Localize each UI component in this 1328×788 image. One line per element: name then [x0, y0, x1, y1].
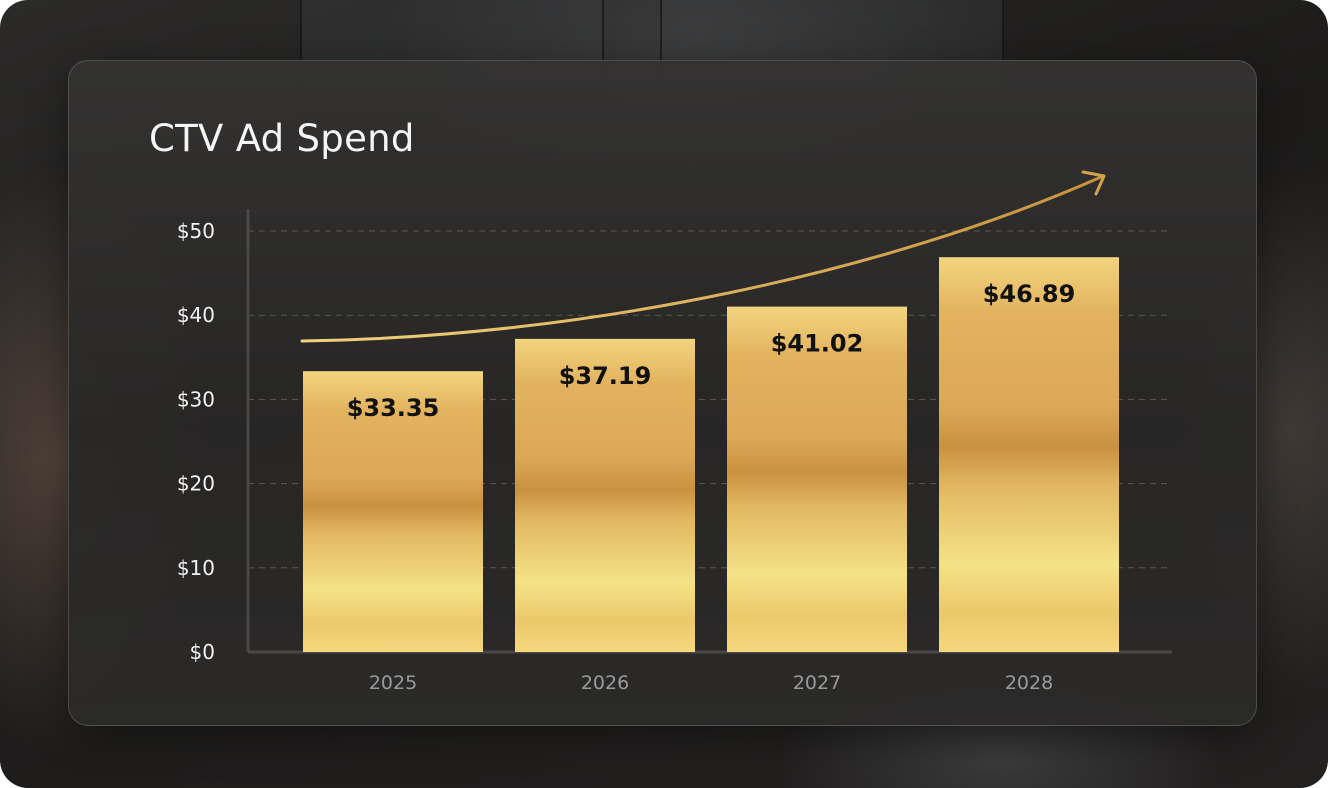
x-tick-label: 2028 — [1005, 672, 1053, 694]
bar-2028 — [939, 257, 1119, 652]
y-tick-label: $10 — [177, 556, 215, 580]
x-tick-label: 2025 — [369, 672, 417, 694]
chart-card: CTV Ad Spend $0 $10 $20 $30 $40 $50 $33.35 202… — [68, 60, 1257, 726]
bar-2025 — [303, 371, 483, 652]
y-tick-label: $20 — [177, 472, 215, 496]
x-tick-label: 2027 — [793, 672, 841, 694]
data-label-2028: $46.89 — [983, 280, 1076, 308]
y-tick-label: $40 — [177, 303, 215, 327]
trend-arrow-line — [300, 175, 1103, 343]
data-label-2025: $33.35 — [347, 394, 440, 422]
data-label-2027: $41.02 — [771, 330, 864, 358]
y-tick-label: $50 — [177, 219, 215, 243]
chart-title: CTV Ad Spend — [149, 117, 415, 160]
x-tick-label: 2026 — [581, 672, 629, 694]
y-tick-label: $30 — [177, 387, 215, 411]
data-label-2026: $37.19 — [559, 362, 652, 390]
y-tick-label: $0 — [190, 640, 215, 664]
bar-2027 — [727, 306, 907, 652]
bar-chart: $0 $10 $20 $30 $40 $50 $33.35 2025 $37.19 2026 $4… — [177, 170, 1172, 694]
bar-2026 — [515, 338, 695, 652]
trend-arrow-head-icon — [1081, 170, 1106, 196]
